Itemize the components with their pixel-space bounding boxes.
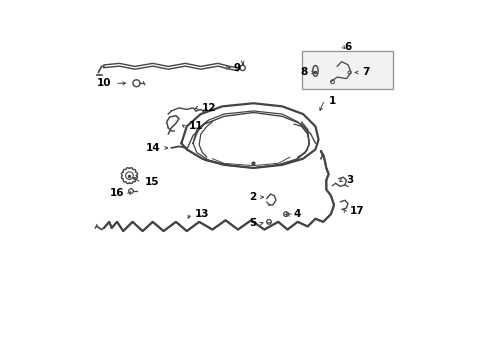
Text: 16: 16	[110, 188, 125, 198]
Text: 6: 6	[344, 42, 352, 52]
Text: 7: 7	[362, 67, 369, 77]
Text: 12: 12	[202, 103, 217, 113]
Text: 5: 5	[249, 219, 257, 228]
Text: 3: 3	[346, 175, 354, 185]
Text: 2: 2	[249, 192, 257, 202]
Bar	[301, 51, 393, 89]
Text: 4: 4	[294, 209, 301, 219]
Text: 17: 17	[349, 206, 364, 216]
Text: 1: 1	[329, 96, 336, 106]
Text: 11: 11	[189, 121, 204, 131]
Text: 9: 9	[233, 63, 241, 73]
Text: 14: 14	[146, 143, 160, 153]
Text: 13: 13	[195, 209, 209, 219]
Text: 15: 15	[145, 177, 159, 187]
Text: 8: 8	[300, 67, 308, 77]
Text: 10: 10	[97, 78, 112, 88]
